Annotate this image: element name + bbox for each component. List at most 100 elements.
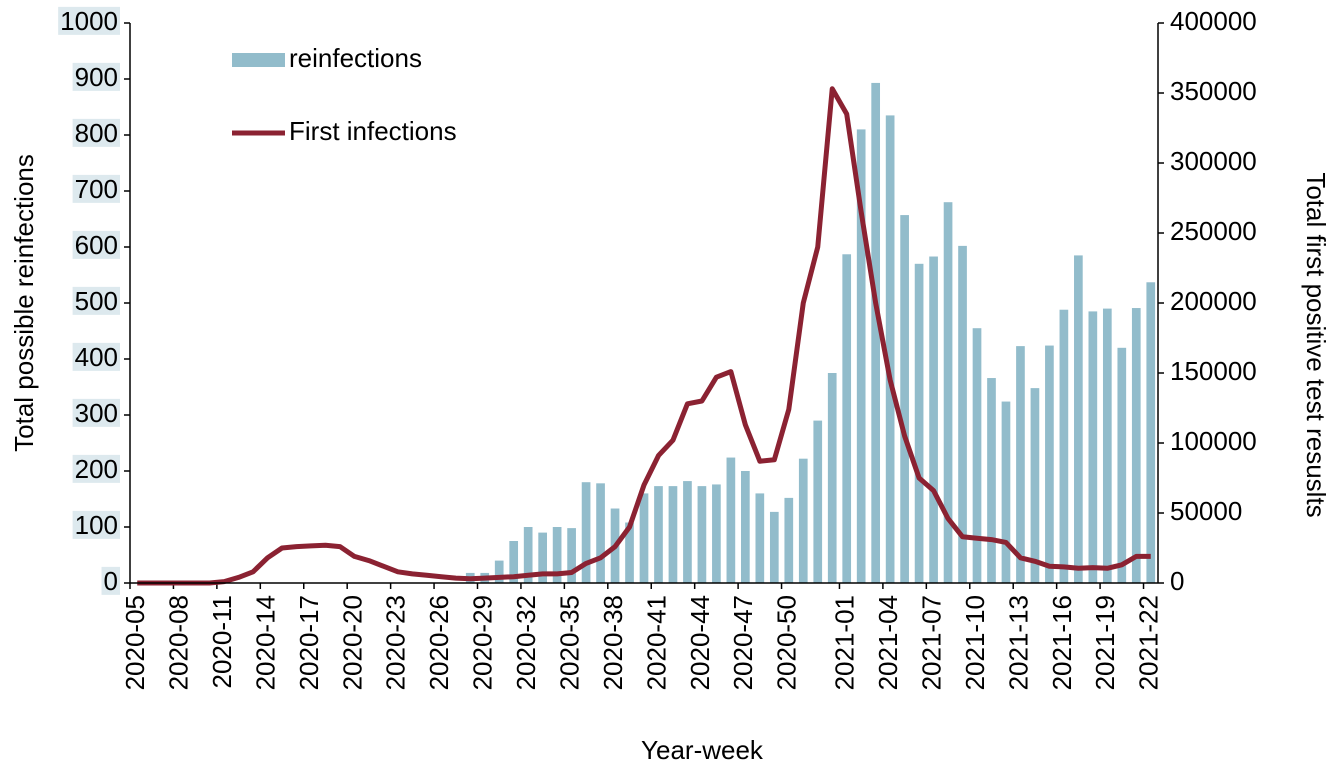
y-tick-label-bg: [72, 62, 120, 91]
x-tick-label: 2020-44: [685, 595, 715, 690]
x-tick-label: 2021-04: [873, 595, 903, 690]
y-tick-label-bg: [72, 342, 120, 371]
y-tick-label-bg: [72, 454, 120, 483]
bar: [769, 511, 779, 583]
bar: [1001, 401, 1011, 583]
x-tick-label: 2021-22: [1134, 595, 1164, 690]
bar: [581, 482, 591, 583]
y-tick-label: 200: [75, 454, 118, 484]
x-tick-label: 2020-26: [424, 595, 454, 690]
bar: [726, 457, 736, 583]
x-tick-label: 2020-47: [728, 595, 758, 690]
x-tick-label: 2020-38: [598, 595, 628, 690]
bar: [625, 522, 634, 583]
y2-tick-label: 400000: [1170, 6, 1257, 36]
bar: [827, 373, 837, 583]
x-tick-label: 2020-50: [772, 595, 802, 690]
y2-tick-label: 150000: [1170, 356, 1257, 386]
bar: [1117, 347, 1127, 583]
bar: [900, 215, 909, 583]
bar: [1059, 309, 1069, 583]
bar: [668, 486, 678, 583]
y-tick-label: 900: [75, 62, 118, 92]
x-tick-label: 2020-29: [468, 595, 498, 690]
bar: [1102, 308, 1112, 583]
y2-axis-label: Total first positive test resuslts: [1301, 172, 1331, 517]
bar: [929, 256, 938, 583]
x-tick-label: 2020-32: [511, 595, 541, 690]
y-tick-label-bg: [72, 286, 120, 315]
x-tick-label: 2020-41: [641, 595, 671, 690]
x-tick-label: 2020-08: [164, 595, 194, 690]
bar: [494, 560, 504, 583]
bar: [784, 497, 794, 583]
y2-tick-label: 200000: [1170, 286, 1257, 316]
y-tick-label-bg: [72, 398, 120, 427]
bar: [958, 245, 967, 583]
x-tick-label: 2021-16: [1047, 595, 1077, 690]
y2-tick-label: 250000: [1170, 216, 1257, 246]
bar: [972, 328, 982, 583]
x-tick-label: 2020-20: [337, 595, 367, 690]
bar: [1045, 345, 1054, 583]
y-tick-label: 100: [75, 510, 118, 540]
bar: [1030, 388, 1040, 583]
bar: [741, 471, 750, 583]
x-tick-label: 2020-35: [554, 595, 584, 690]
bar: [755, 493, 765, 583]
y-tick-label-bg: [58, 6, 120, 35]
bar: [1088, 311, 1098, 583]
y2-tick-label: 100000: [1170, 426, 1257, 456]
bar: [1146, 282, 1156, 583]
bar: [813, 420, 823, 583]
bar: [639, 493, 649, 583]
x-tick-label: 2021-19: [1090, 595, 1120, 690]
bar: [885, 115, 895, 584]
legend-swatch: [232, 53, 285, 67]
bar: [509, 541, 519, 583]
y-tick-label: 600: [75, 230, 118, 260]
x-tick-label: 2021-10: [960, 595, 990, 690]
bar: [683, 481, 692, 583]
bar: [1074, 255, 1083, 583]
x-tick-label: 2021-13: [1003, 595, 1033, 690]
y-tick-label: 800: [75, 118, 118, 148]
y-tick-label: 500: [75, 286, 118, 316]
bar: [856, 129, 866, 583]
bar: [538, 532, 547, 583]
x-tick-label: 2020-11: [207, 595, 237, 689]
x-tick-label: 2021-07: [916, 595, 946, 690]
x-tick-label: 2020-14: [250, 595, 280, 690]
bar: [712, 484, 721, 583]
x-tick-label: 2020-23: [381, 595, 411, 690]
bar: [798, 458, 808, 583]
legend-label: reinfections: [289, 43, 422, 73]
bar: [523, 527, 533, 583]
line: [137, 86, 1151, 586]
label-backgrounds: [58, 6, 120, 595]
x-tick-label: 2020-17: [294, 595, 324, 690]
y-tick-label: 1000: [60, 6, 118, 36]
x-tick-label: 2021-01: [830, 595, 860, 690]
y2-tick-label: 50000: [1170, 496, 1242, 526]
y-tick-label: 400: [75, 342, 118, 372]
bar: [842, 254, 852, 583]
y-tick-label-bg: [72, 118, 120, 147]
y-tick-label: 0: [104, 566, 118, 596]
y2-tick-label: 0: [1170, 566, 1184, 596]
y-tick-label-bg: [72, 174, 120, 203]
bar: [1131, 308, 1141, 583]
y-tick-label-bg: [72, 510, 120, 539]
bar: [943, 202, 953, 583]
bar: [596, 483, 605, 583]
y-tick-label: 300: [75, 398, 118, 428]
y2-tick-label: 300000: [1170, 146, 1257, 176]
bar: [654, 486, 663, 583]
y-tick-label-bg: [72, 230, 120, 259]
y-axis-label: Total possible reinfections: [9, 154, 39, 452]
x-axis-label: Year-week: [641, 735, 764, 765]
bar: [987, 378, 996, 583]
bar: [567, 528, 576, 583]
bar: [697, 486, 707, 583]
